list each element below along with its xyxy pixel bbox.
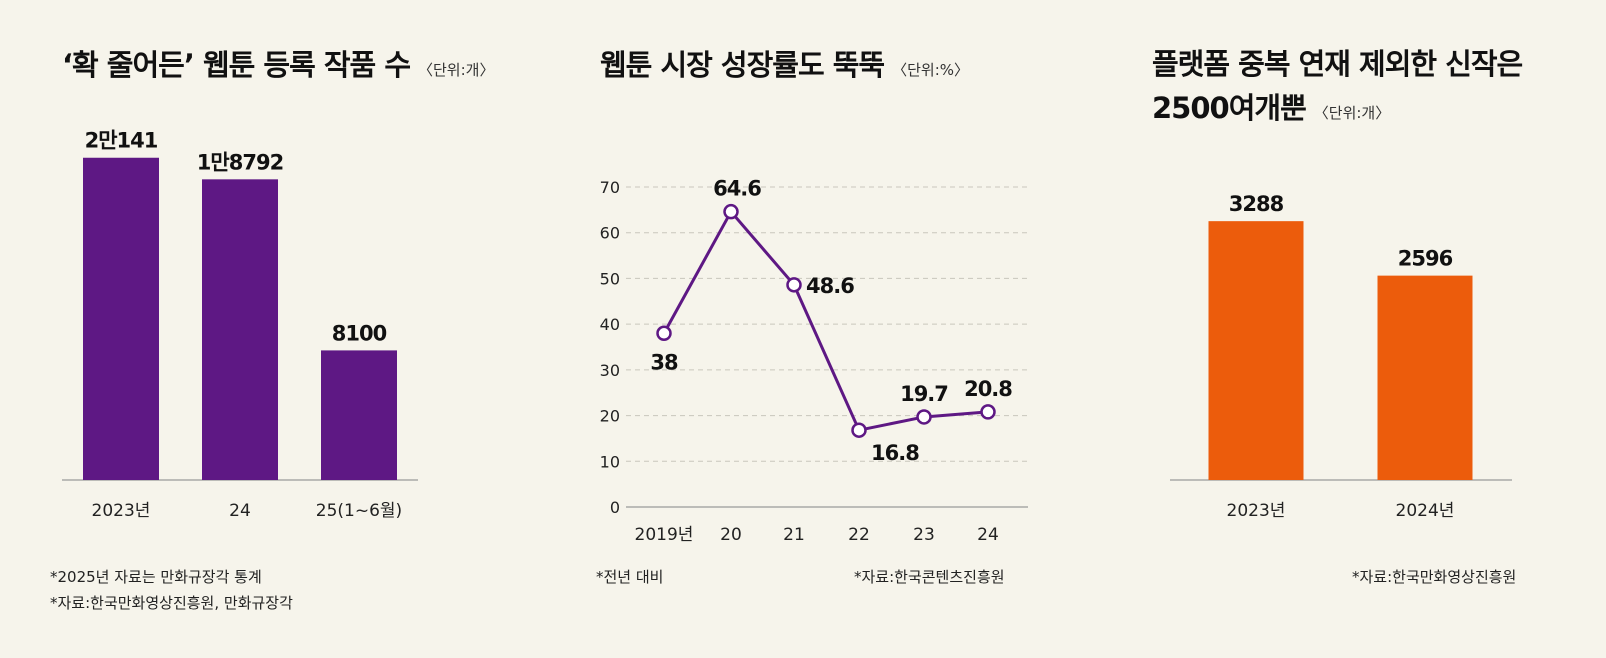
panel3-unit: 〈단위:개〉	[1313, 104, 1391, 122]
chart2-category-label-4: 23	[913, 525, 935, 545]
bar-chart-registered-works: 2만141 2023년 1만8792 24 8100 25(1~6월)	[62, 129, 418, 521]
panel1-note-1: *2025년 자료는 만화규장각 통계	[50, 568, 262, 586]
chart2-category-label-5: 24	[977, 525, 999, 545]
panel2-unit: 〈단위:%〉	[892, 61, 970, 79]
bar-chart-new-works: 3288 2023년 2596 2024년	[1170, 192, 1512, 521]
chart1-category-label-1: 24	[229, 501, 251, 521]
panel3-title: 플랫폼 중복 연재 제외한 신작은 2500여개뿐 〈단위:개〉	[1152, 42, 1523, 135]
chart2-category-label-0: 2019년	[635, 525, 694, 545]
chart1-bar-1	[202, 179, 278, 480]
chart2-point-4	[916, 409, 932, 425]
chart2-point-3	[851, 422, 867, 438]
chart2-point-0	[656, 325, 672, 342]
panel1-title-text: ‘확 줄어든’ 웹툰 등록 작품 수	[62, 48, 411, 82]
chart2-y-tick-7: 70	[600, 178, 620, 197]
panel-growth-rate: 웹툰 시장 성장률도 뚝뚝 〈단위:%〉 0 10 20 30 40 50 60 70 38 201…	[560, 0, 1080, 658]
chart2-y-tick-6: 60	[600, 224, 620, 243]
panel1-unit: 〈단위:개〉	[418, 61, 495, 79]
panel-registered-works: ‘확 줄어든’ 웹툰 등록 작품 수 〈단위:개〉 2만141 2023년 1만879…	[0, 0, 560, 658]
chart2-y-tick-3: 30	[600, 361, 620, 380]
chart3-category-label-1: 2024년	[1396, 501, 1455, 521]
chart2-y-tick-2: 20	[600, 407, 620, 426]
chart1-bar-0	[83, 157, 159, 480]
chart2-y-tick-5: 50	[600, 269, 620, 288]
chart3-category-label-0: 2023년	[1227, 501, 1286, 521]
chart3-bar-1	[1377, 275, 1473, 480]
chart2-value-label-5: 20.8	[964, 377, 1012, 401]
chart2-value-label-3: 16.8	[871, 441, 919, 465]
chart1-value-label-0: 2만141	[85, 129, 158, 153]
chart2-point-5	[980, 404, 996, 420]
line-chart-growth-rate: 0 10 20 30 40 50 60 70 38 2019년 64.6 20 48.6 21 16.8 22…	[600, 177, 1028, 545]
panel3-title-line2-text: 2500여개뿐	[1152, 91, 1307, 125]
chart2-point-1	[723, 203, 739, 220]
panel2-title: 웹툰 시장 성장률도 뚝뚝 〈단위:%〉	[600, 42, 969, 84]
panel1-note-2: *자료:한국만화영상진흥원, 만화규장각	[50, 594, 293, 612]
panel3-title-line2: 2500여개뿐 〈단위:개〉	[1152, 86, 1522, 135]
chart1-value-label-1: 1만8792	[197, 150, 283, 174]
chart2-y-tick-4: 40	[600, 315, 620, 334]
panel2-note-right: *자료:한국콘텐츠진흥원	[854, 568, 1005, 586]
chart2-value-label-4: 19.7	[900, 382, 948, 406]
chart3-value-label-0: 3288	[1229, 192, 1284, 216]
chart2-value-label-2: 48.6	[806, 274, 854, 298]
chart2-y-tick-1: 10	[600, 452, 620, 471]
chart2-y-tick-0: 0	[610, 498, 620, 517]
chart3-bar-0	[1208, 221, 1304, 480]
chart2-category-label-2: 21	[783, 525, 805, 545]
chart2-point-2	[786, 277, 802, 293]
chart2-category-label-1: 20	[720, 525, 742, 545]
panel2-note-left: *전년 대비	[596, 568, 664, 586]
panel-new-works: 플랫폼 중복 연재 제외한 신작은 2500여개뿐 〈단위:개〉 3288 2023…	[1080, 0, 1606, 658]
panel3-note: *자료:한국만화영상진흥원	[1352, 568, 1517, 586]
panel3-title-line1: 플랫폼 중복 연재 제외한 신작은	[1152, 47, 1523, 81]
panel1-title: ‘확 줄어든’ 웹툰 등록 작품 수 〈단위:개〉	[62, 42, 494, 84]
chart1-bar-2	[321, 350, 397, 480]
chart2-value-label-0: 38	[650, 350, 678, 374]
chart1-value-label-2: 8100	[332, 321, 387, 345]
chart1-category-label-0: 2023년	[92, 501, 151, 521]
chart1-category-label-2: 25(1~6월)	[316, 501, 402, 521]
panel2-title-text: 웹툰 시장 성장률도 뚝뚝	[600, 48, 885, 82]
chart3-value-label-1: 2596	[1398, 247, 1453, 271]
chart2-series-line	[662, 210, 989, 432]
chart2-value-label-1: 64.6	[713, 177, 761, 201]
chart2-category-label-3: 22	[848, 525, 870, 545]
